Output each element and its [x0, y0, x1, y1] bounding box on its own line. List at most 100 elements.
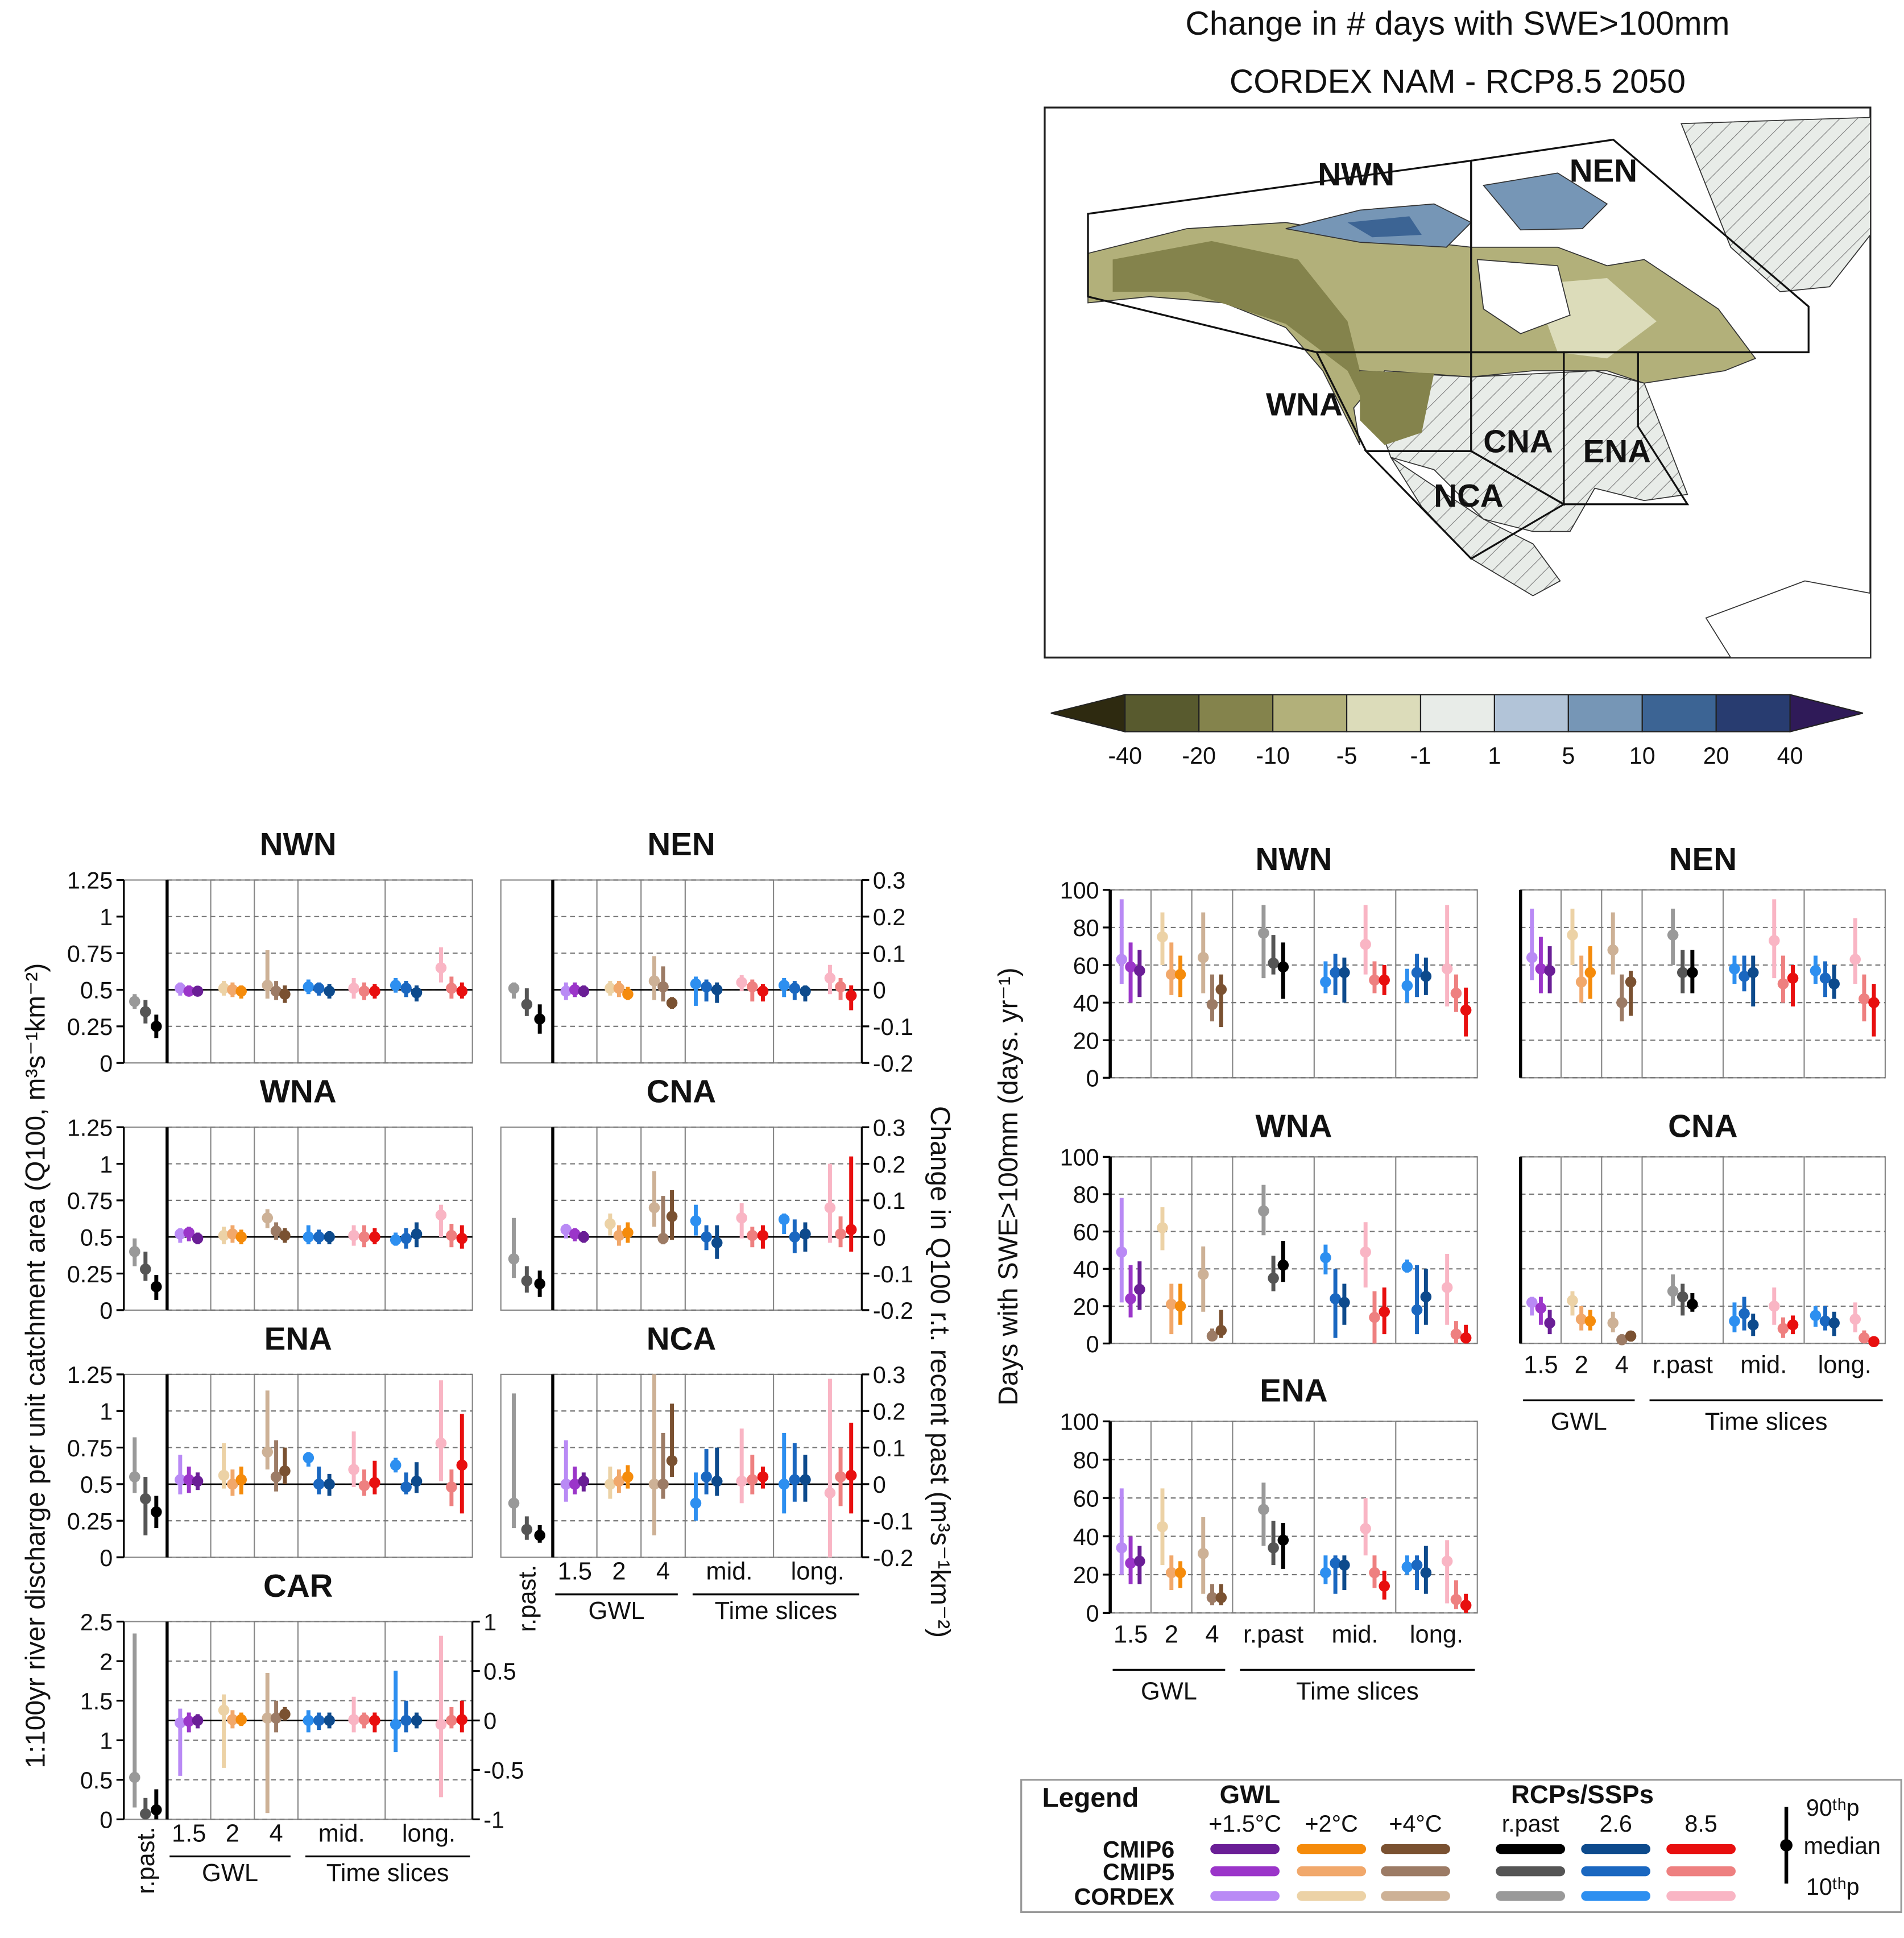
median-dot [666, 1211, 678, 1222]
median-dot [560, 985, 572, 997]
region-label: CNA [1483, 423, 1553, 459]
median-dot [521, 1275, 533, 1287]
land [1360, 371, 1434, 445]
median-dot [140, 1264, 151, 1275]
median-dot [845, 990, 857, 1001]
median-dot [711, 984, 723, 996]
y2-tick-label: -0.2 [873, 1298, 913, 1324]
x-group-label: 4 [1615, 1352, 1629, 1379]
y2-tick-label: 0.2 [873, 1152, 905, 1178]
median-dot [1215, 984, 1227, 995]
legend-row: CMIP5 [1103, 1859, 1174, 1885]
median-dot [1420, 971, 1432, 982]
y-tick-label: 1 [100, 904, 113, 930]
median-dot [369, 985, 380, 997]
median-dot [227, 1714, 238, 1725]
median-dot [279, 988, 291, 1000]
median-dot [845, 1469, 857, 1481]
median-dot [435, 1209, 447, 1221]
x-group-label: long. [1818, 1352, 1872, 1379]
x-group-label: 1.5 [1524, 1352, 1558, 1379]
legend-key-dot [1780, 1839, 1793, 1852]
legend-column: 2.6 [1599, 1811, 1632, 1837]
median-dot [348, 1229, 359, 1241]
median-dot [1768, 935, 1780, 946]
y-tick-label: 80 [1073, 1447, 1099, 1473]
median-dot [1215, 1592, 1227, 1604]
median-dot [1197, 1548, 1209, 1559]
colorbar-box [1346, 694, 1422, 732]
median-dot [1849, 954, 1861, 965]
panel: NEN -0.2 -0.1 0 0.1 0.2 0.3 [500, 826, 913, 1076]
median-dot [1667, 929, 1679, 941]
median-dot [1859, 1332, 1870, 1344]
y-tick-label: 1.25 [67, 1115, 113, 1141]
colorbar-box [1124, 694, 1200, 732]
y-tick-label: 0.75 [67, 941, 113, 967]
median-dot [1441, 963, 1453, 975]
y-tick-label: 40 [1073, 990, 1099, 1016]
median-dot [227, 984, 238, 996]
region-label: NWN [1318, 156, 1394, 192]
median-dot [324, 1231, 335, 1243]
median-dot [800, 985, 811, 997]
panel-title: NEN [647, 826, 715, 862]
y-tick-label: 1 [100, 1398, 113, 1424]
panel: ENA 0 20 40 60 80 100 1.5 2 4 r.past mid. long. GWL Ti… [1060, 1373, 1478, 1705]
median-dot [1330, 967, 1341, 979]
median-dot [262, 1712, 274, 1724]
legend-column: 8.5 [1684, 1811, 1717, 1837]
median-dot [1535, 1302, 1547, 1314]
median-dot [1379, 1580, 1390, 1592]
y-tick-label: 0.5 [80, 1224, 113, 1250]
median-dot [508, 1497, 520, 1509]
median-dot [1277, 1259, 1289, 1271]
colorbar-box [1198, 694, 1274, 732]
colorbar-tick-label: -20 [1182, 743, 1216, 769]
panel-title: WNA [260, 1074, 337, 1109]
median-dot [1166, 1567, 1177, 1579]
median-dot [1544, 965, 1555, 976]
median-dot [1174, 968, 1186, 980]
median-dot [1567, 929, 1578, 941]
water [1476, 259, 1571, 334]
legend-row: CMIP6 [1103, 1837, 1174, 1863]
median-dot [1526, 952, 1538, 963]
median-dot [1768, 1301, 1780, 1312]
median-dot [1206, 1592, 1218, 1604]
median-dot [508, 1253, 520, 1265]
median-dot [358, 1231, 370, 1243]
median-dot [1450, 1594, 1462, 1605]
median-dot [1460, 1600, 1472, 1611]
y2-tick-label: -0.2 [873, 1050, 913, 1076]
x-group-label: long. [791, 1558, 845, 1585]
median-dot [1157, 1222, 1168, 1233]
median-dot [175, 1717, 186, 1729]
y2-tick-label: 0 [873, 1224, 886, 1250]
median-dot [183, 1227, 194, 1239]
median-dot [435, 1438, 447, 1449]
median-dot [711, 1237, 723, 1249]
y-tick-label: 0.5 [80, 1767, 113, 1794]
median-dot [1369, 974, 1380, 986]
y-tick-label: 100 [1060, 1409, 1099, 1435]
median-dot [690, 1497, 702, 1509]
median-dot [129, 1246, 140, 1257]
panel-title: NWN [1255, 841, 1332, 877]
panel: WNA 0 0.25 0.5 0.75 1 1.25 [67, 1074, 473, 1324]
median-dot [411, 987, 423, 999]
y-tick-label: 40 [1073, 1256, 1099, 1282]
y-tick-label: 0 [100, 1545, 113, 1571]
median-dot [262, 980, 274, 991]
median-dot [151, 1804, 162, 1816]
median-dot [778, 1479, 790, 1490]
median-dot [711, 1475, 723, 1487]
panel: NWN 0 0.25 0.5 0.75 1 1.25 [67, 826, 473, 1076]
land [1347, 216, 1422, 238]
median-dot [666, 1455, 678, 1467]
median-dot [824, 972, 836, 984]
legend-column: +2°C [1305, 1811, 1358, 1837]
colorbar-box [1493, 694, 1569, 732]
median-dot [1339, 1559, 1350, 1571]
median-dot [1320, 1567, 1331, 1579]
